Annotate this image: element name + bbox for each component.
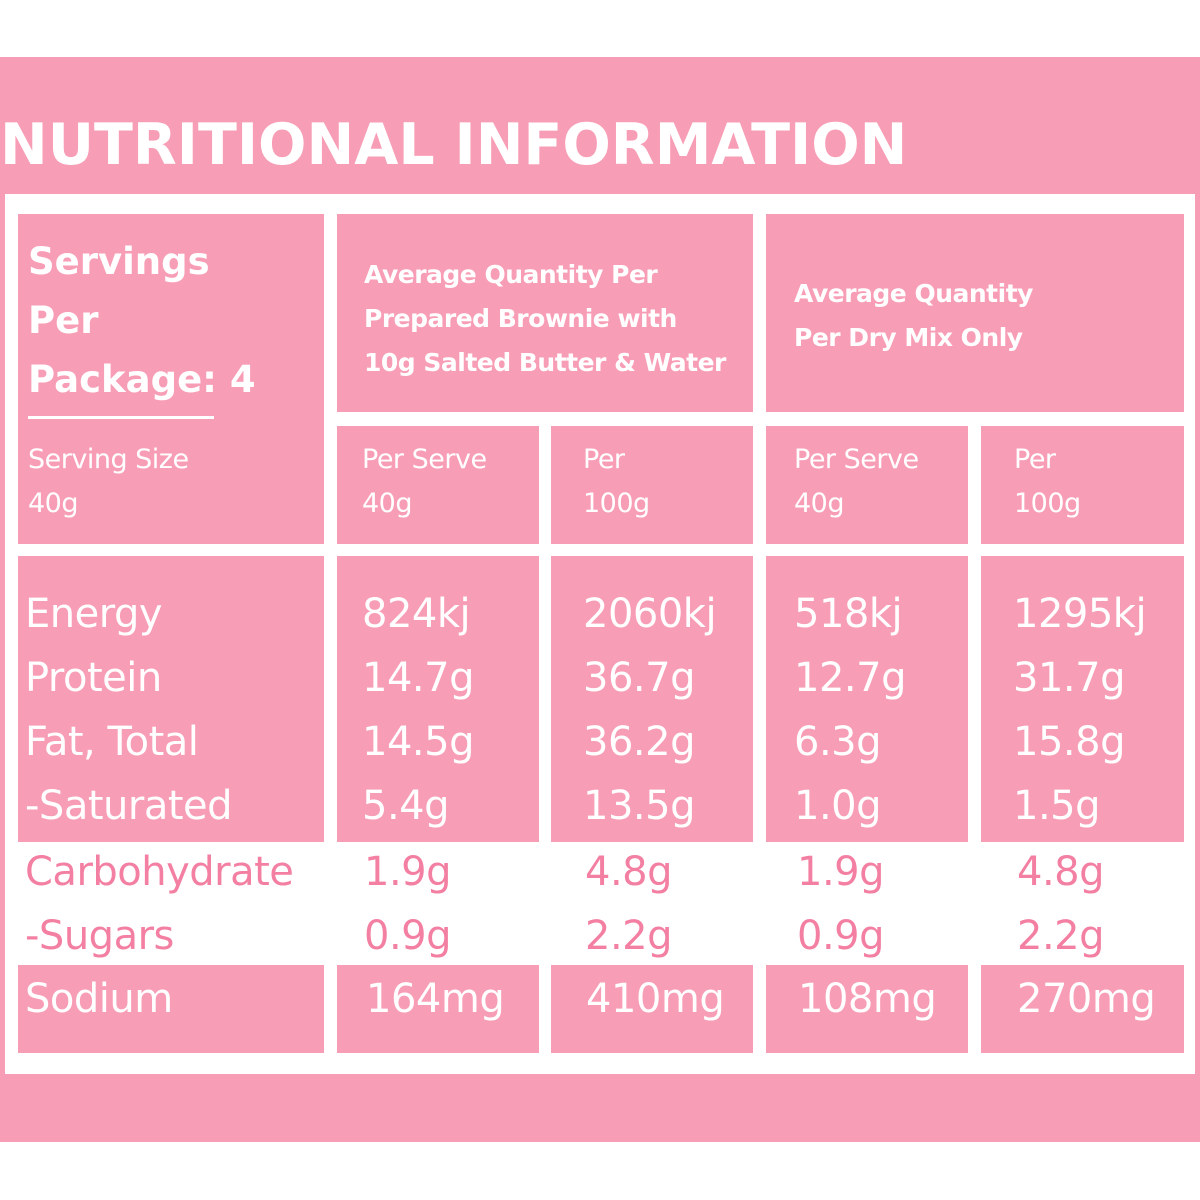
header-band	[0, 57, 1200, 194]
col3-sodium: 108mg	[798, 976, 937, 1022]
col3-main: 518kj 12.7g 6.3g 1.0g	[794, 582, 966, 838]
value-cell: 518kj	[794, 591, 903, 637]
servings-line-1: Servings	[28, 240, 210, 283]
nutrient-labels-main: Energy Protein Fat, Total -Saturated	[25, 582, 323, 838]
group-dry-line-2: Per Dry Mix Only	[794, 323, 1023, 352]
value-cell: 36.7g	[583, 655, 695, 701]
value-cell: 13.5g	[583, 783, 695, 829]
group-prepared-line-1: Average Quantity Per	[364, 260, 658, 289]
col3-carb: 1.9g 0.9g	[797, 840, 967, 968]
col2-sodium: 410mg	[586, 976, 725, 1022]
value-cell: 4.8g	[1017, 849, 1105, 895]
serving-size: Serving Size 40g	[28, 438, 318, 526]
nutrient-carbohydrate: Carbohydrate	[25, 849, 294, 895]
value-cell: 36.2g	[583, 719, 695, 765]
sodium-box-col4	[981, 965, 1184, 1053]
group-prepared-line-3: 10g Salted Butter & Water	[364, 348, 726, 377]
value-cell: 2.2g	[1017, 913, 1105, 959]
col1-sodium: 164mg	[366, 976, 505, 1022]
value-cell: 15.8g	[1013, 719, 1125, 765]
group-dry-line-1: Average Quantity	[794, 279, 1033, 308]
value-cell: 5.4g	[362, 783, 450, 829]
value-cell: 1295kj	[1013, 591, 1147, 637]
col1-carb: 1.9g 0.9g	[364, 840, 539, 968]
subheader-3: Per Serve 40g	[794, 438, 966, 526]
group-prepared-label: Average Quantity Per Prepared Brownie wi…	[364, 253, 749, 385]
servings-per-package: Servings Per Package: 4	[28, 232, 318, 409]
servings-line-2: Per	[28, 299, 99, 342]
col4-carb: 4.8g 2.2g	[1017, 840, 1182, 968]
col2-carb: 4.8g 2.2g	[585, 840, 753, 968]
value-cell: 1.0g	[794, 783, 882, 829]
subheader-1-amount: 40g	[362, 488, 413, 519]
nutrient-box-col1	[337, 556, 539, 842]
subheader-box-4	[981, 426, 1184, 544]
value-cell: 1.9g	[364, 849, 452, 895]
subheader-3-label: Per Serve	[794, 444, 919, 475]
nutrient-fat-total: Fat, Total	[25, 719, 199, 765]
page-title: NUTRITIONAL INFORMATION	[0, 112, 908, 178]
value-cell: 0.9g	[364, 913, 452, 959]
col4-sodium: 270mg	[1017, 976, 1156, 1022]
value-cell: 6.3g	[794, 719, 882, 765]
subheader-4-amount: 100g	[1014, 488, 1081, 519]
servings-divider	[28, 416, 214, 419]
subheader-2: Per 100g	[583, 438, 748, 526]
nutrient-saturated: -Saturated	[25, 783, 233, 829]
frame-right	[1195, 194, 1200, 1074]
value-cell: 1.9g	[797, 849, 885, 895]
nutrient-protein: Protein	[25, 655, 162, 701]
nutrient-box-col4	[981, 556, 1184, 842]
nutrient-box-col3	[766, 556, 968, 842]
nutrient-sodium: Sodium	[25, 976, 173, 1022]
value-cell: 4.8g	[585, 849, 673, 895]
servings-box	[18, 214, 324, 544]
value-cell: 31.7g	[1013, 655, 1125, 701]
frame-left	[0, 194, 5, 1074]
subheader-box-2	[551, 426, 753, 544]
nutrient-energy: Energy	[25, 591, 163, 637]
group-prepared-line-2: Prepared Brownie with	[364, 304, 677, 333]
sodium-box-col2	[551, 965, 753, 1053]
subheader-1: Per Serve 40g	[362, 438, 537, 526]
value-cell: 14.7g	[362, 655, 474, 701]
group-header-prepared	[337, 214, 753, 412]
nutrient-box-col2	[551, 556, 753, 842]
col1-main: 824kj 14.7g 14.5g 5.4g	[362, 582, 537, 838]
subheader-box-1	[337, 426, 539, 544]
servings-line-3: Package: 4	[28, 358, 256, 401]
sodium-box-col1	[337, 965, 539, 1053]
value-cell: 824kj	[362, 591, 471, 637]
group-header-dry	[766, 214, 1184, 412]
group-dry-label: Average Quantity Per Dry Mix Only	[794, 272, 1179, 360]
col4-main: 1295kj 31.7g 15.8g 1.5g	[1013, 582, 1181, 838]
sodium-box-label	[18, 965, 324, 1053]
nutrient-labels-carb: Carbohydrate -Sugars	[25, 840, 323, 968]
col2-main: 2060kj 36.7g 36.2g 13.5g	[583, 582, 751, 838]
subheader-3-amount: 40g	[794, 488, 845, 519]
value-cell: 0.9g	[797, 913, 885, 959]
subheader-1-label: Per Serve	[362, 444, 487, 475]
footer-band	[0, 1074, 1200, 1142]
value-cell: 2.2g	[585, 913, 673, 959]
sodium-box-col3	[766, 965, 968, 1053]
serving-size-value: 40g	[28, 488, 79, 519]
value-cell: 14.5g	[362, 719, 474, 765]
nutrient-box-labels	[18, 556, 324, 842]
value-cell: 2060kj	[583, 591, 717, 637]
subheader-4: Per 100g	[1014, 438, 1179, 526]
subheader-2-amount: 100g	[583, 488, 650, 519]
value-cell: 1.5g	[1013, 783, 1101, 829]
value-cell: 12.7g	[794, 655, 906, 701]
nutrient-sugars: -Sugars	[25, 913, 174, 959]
subheader-2-label: Per	[583, 444, 625, 475]
subheader-4-label: Per	[1014, 444, 1056, 475]
serving-size-label: Serving Size	[28, 444, 189, 475]
subheader-box-3	[766, 426, 968, 544]
